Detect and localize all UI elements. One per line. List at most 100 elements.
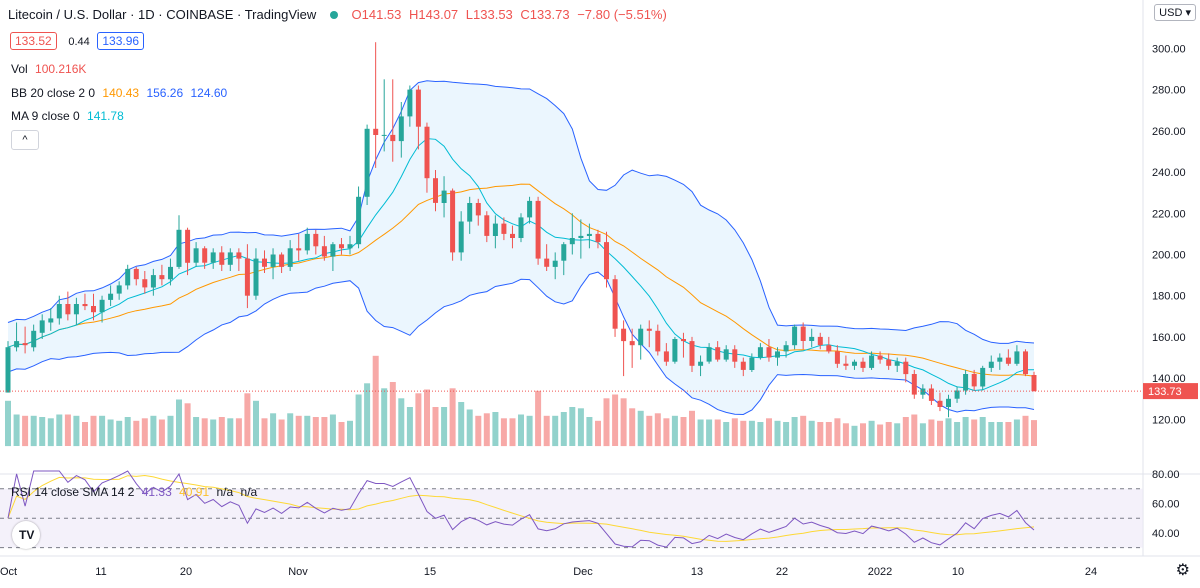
candle-body <box>116 285 122 294</box>
price-tick-label: 180.00 <box>1152 291 1186 303</box>
volume-bar <box>201 418 208 447</box>
candle-body <box>125 268 131 286</box>
volume-bar <box>82 422 88 446</box>
candle-body <box>433 178 438 203</box>
candle-body <box>39 320 45 333</box>
volume-bar <box>817 422 824 446</box>
volume-bar <box>415 393 422 447</box>
candle-body <box>415 89 421 127</box>
candle-body <box>638 328 644 346</box>
candle-body <box>14 341 20 348</box>
volume-bar <box>56 414 63 446</box>
tradingview-logo-icon[interactable]: TV <box>12 521 40 549</box>
volume-bar <box>329 414 336 446</box>
candle-body <box>723 349 729 360</box>
candle-body <box>954 390 960 399</box>
rsi-tick-label: 80.00 <box>1152 469 1180 481</box>
rsi-na-1: n/a <box>216 485 234 499</box>
candle-body <box>484 215 490 236</box>
candle-body <box>510 233 515 238</box>
volume-bar <box>176 399 182 446</box>
candle-body <box>877 355 883 360</box>
volume-bar <box>381 388 388 447</box>
volume-bar <box>364 383 371 447</box>
candle-body <box>210 252 216 263</box>
volume-bar <box>278 419 285 446</box>
volume-bar <box>945 418 952 447</box>
bb-upper-value: 156.26 <box>146 86 184 100</box>
rsi-sma-value: 40.91 <box>179 485 210 499</box>
candle-body <box>91 306 96 313</box>
candle-body <box>894 361 900 366</box>
bb-basis-value: 140.43 <box>102 86 140 100</box>
candle-body <box>407 89 413 117</box>
bb-lower-value: 124.60 <box>190 86 228 100</box>
candle-body <box>347 244 353 249</box>
ma-legend[interactable]: MA 9 close 0 141.78 <box>11 109 128 123</box>
candle-body <box>1005 357 1011 364</box>
settings-gear-icon[interactable]: ⚙ <box>1175 562 1190 579</box>
volume-bar <box>791 417 798 446</box>
volume-bar <box>253 400 259 447</box>
price-tick-label: 240.00 <box>1152 167 1186 179</box>
volume-bar <box>902 417 909 446</box>
volume-bar <box>979 417 986 446</box>
candle-body <box>689 341 695 366</box>
volume-bar <box>99 415 106 447</box>
candle-body <box>834 351 840 364</box>
volume-legend[interactable]: Vol 100.216K <box>11 62 90 76</box>
candle-body <box>800 326 806 341</box>
time-tick-label: Oct <box>0 566 17 578</box>
candle-body <box>168 266 173 280</box>
candle-body <box>757 347 763 358</box>
candle-body <box>646 328 652 331</box>
volume-bar <box>107 419 114 446</box>
candle-body <box>364 128 370 197</box>
change-value: −7.80 (−5.51%) <box>577 7 667 22</box>
volume-bar <box>954 422 961 446</box>
volume-bar <box>73 415 80 447</box>
volume-bar <box>937 420 943 447</box>
volume-bar <box>466 409 473 446</box>
candle-body <box>441 190 447 203</box>
price-tick-label: 300.00 <box>1152 43 1186 55</box>
volume-bar <box>500 418 507 447</box>
currency-select[interactable]: USD ▾ <box>1154 4 1196 21</box>
candle-body <box>783 345 789 352</box>
volume-bar <box>988 422 995 446</box>
candle-body <box>826 345 832 352</box>
time-tick-label: 11 <box>95 566 106 578</box>
volume-bar <box>774 420 781 447</box>
candle-body <box>852 361 857 366</box>
volume-bar <box>885 422 892 446</box>
candle-body <box>82 304 88 307</box>
candle-body <box>330 244 336 257</box>
volume-bar <box>697 419 704 446</box>
volume-bar <box>723 422 730 446</box>
volume-bar <box>287 413 294 447</box>
bb-band-fill <box>8 80 1034 415</box>
candle-body <box>663 351 669 362</box>
volume-bar <box>629 408 636 447</box>
volume-bar <box>595 420 601 447</box>
rsi-line <box>7 470 1035 548</box>
volume-bar <box>851 425 858 447</box>
rsi-legend[interactable]: RSI 14 close SMA 14 2 41.33 40.91 n/a n/… <box>11 485 261 499</box>
market-status-icon <box>329 11 338 20</box>
volume-bar <box>1022 415 1029 447</box>
candle-body <box>458 221 464 253</box>
volume-bar <box>167 415 174 447</box>
sell-button[interactable]: 133.52 <box>10 32 57 50</box>
bb-label: BB 20 close 2 0 <box>11 86 96 100</box>
volume-bar <box>928 419 935 446</box>
symbol-title[interactable]: Litecoin / U.S. Dollar · 1D · COINBASE ·… <box>8 7 317 22</box>
candle-body <box>612 279 618 329</box>
volume-bar <box>90 415 97 447</box>
collapse-legend-button[interactable]: ^ <box>11 130 39 150</box>
volume-bar <box>535 390 542 447</box>
last-price-tag <box>1143 383 1198 400</box>
buy-button[interactable]: 133.96 <box>97 32 145 50</box>
bb-legend[interactable]: BB 20 close 2 0 140.43 156.26 124.60 <box>11 86 231 100</box>
volume-bar <box>620 398 627 447</box>
